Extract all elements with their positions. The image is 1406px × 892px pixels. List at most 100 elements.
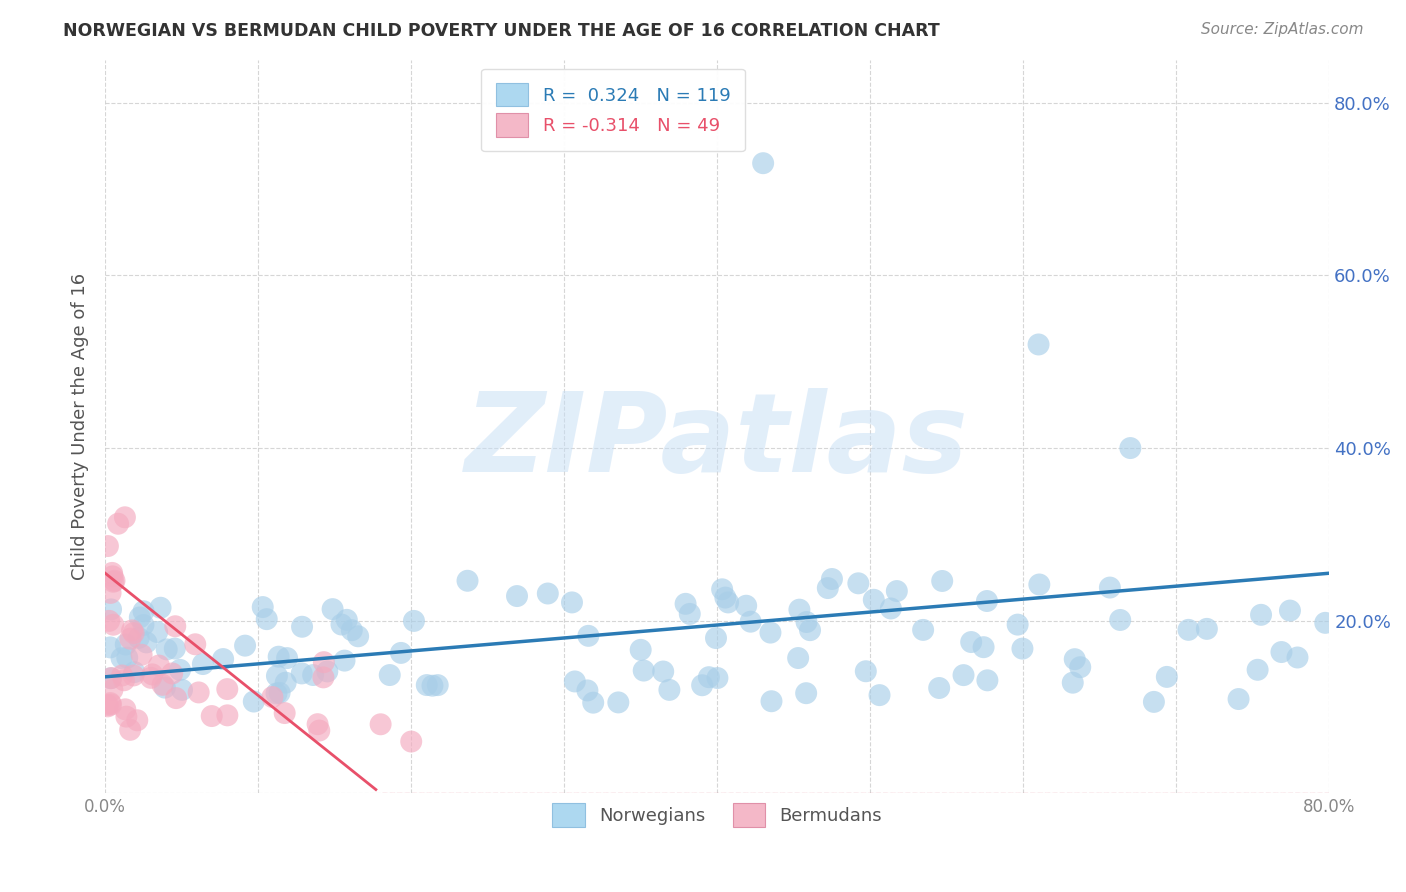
Text: ZIPatlas: ZIPatlas — [465, 388, 969, 495]
Point — [307, 717, 329, 731]
Point — [98, 696, 121, 710]
Point — [1119, 441, 1142, 455]
Point — [690, 678, 713, 692]
Point — [153, 681, 176, 695]
Point — [128, 610, 150, 624]
Point — [276, 651, 298, 665]
Point — [330, 617, 353, 632]
Point — [149, 600, 172, 615]
Point — [187, 685, 209, 699]
Point — [103, 617, 125, 632]
Point — [110, 651, 132, 665]
Point — [98, 640, 121, 655]
Point — [799, 623, 821, 637]
Point — [128, 631, 150, 645]
Point — [266, 686, 288, 700]
Point — [103, 574, 125, 588]
Point — [886, 584, 908, 599]
Point — [1278, 604, 1301, 618]
Point — [633, 664, 655, 678]
Point — [97, 699, 120, 714]
Point — [399, 734, 422, 748]
Point — [697, 670, 720, 684]
Point — [100, 698, 122, 712]
Y-axis label: Child Poverty Under the Age of 16: Child Poverty Under the Age of 16 — [72, 273, 89, 580]
Point — [630, 643, 652, 657]
Point — [97, 539, 120, 553]
Point — [97, 698, 120, 712]
Point — [1286, 650, 1309, 665]
Point — [796, 615, 818, 629]
Point — [855, 665, 877, 679]
Text: NORWEGIAN VS BERMUDAN CHILD POVERTY UNDER THE AGE OF 16 CORRELATION CHART: NORWEGIAN VS BERMUDAN CHILD POVERTY UNDE… — [63, 22, 941, 40]
Point — [1028, 337, 1050, 351]
Point — [1315, 615, 1337, 630]
Point — [880, 601, 903, 615]
Point — [146, 625, 169, 640]
Point — [121, 624, 143, 638]
Point — [111, 668, 134, 682]
Point — [931, 574, 953, 588]
Point — [912, 623, 935, 637]
Point — [322, 602, 344, 616]
Point — [1007, 617, 1029, 632]
Point — [714, 591, 737, 605]
Point — [402, 614, 425, 628]
Point — [114, 510, 136, 524]
Point — [706, 671, 728, 685]
Point — [132, 618, 155, 632]
Point — [127, 713, 149, 727]
Point — [389, 646, 412, 660]
Point — [170, 682, 193, 697]
Point — [169, 663, 191, 677]
Point — [122, 668, 145, 682]
Point — [340, 623, 363, 637]
Point — [658, 682, 681, 697]
Point — [652, 665, 675, 679]
Legend: Norwegians, Bermudans: Norwegians, Bermudans — [543, 795, 891, 836]
Point — [787, 651, 810, 665]
Point — [262, 690, 284, 704]
Point — [704, 631, 727, 645]
Point — [711, 582, 734, 597]
Point — [163, 641, 186, 656]
Point — [422, 679, 444, 693]
Point — [117, 650, 139, 665]
Point — [1177, 623, 1199, 637]
Point — [717, 595, 740, 609]
Point — [132, 604, 155, 618]
Point — [191, 657, 214, 671]
Point — [952, 668, 974, 682]
Point — [347, 629, 370, 643]
Point — [576, 629, 599, 643]
Point — [1195, 622, 1218, 636]
Point — [165, 619, 187, 633]
Point — [312, 655, 335, 669]
Point — [103, 574, 125, 589]
Point — [269, 686, 291, 700]
Point — [100, 671, 122, 685]
Point — [100, 602, 122, 616]
Point — [1028, 577, 1050, 591]
Point — [564, 674, 586, 689]
Point — [107, 516, 129, 531]
Point — [1011, 641, 1033, 656]
Point — [561, 595, 583, 609]
Point — [114, 638, 136, 652]
Point — [139, 671, 162, 685]
Point — [152, 678, 174, 692]
Point — [457, 574, 479, 588]
Point — [101, 566, 124, 580]
Point — [333, 654, 356, 668]
Point — [1062, 675, 1084, 690]
Point — [1227, 692, 1250, 706]
Point — [160, 666, 183, 681]
Point — [101, 682, 124, 697]
Point — [973, 640, 995, 655]
Point — [675, 597, 697, 611]
Point — [976, 673, 998, 688]
Point — [212, 652, 235, 666]
Point — [370, 717, 392, 731]
Point — [846, 576, 869, 591]
Point — [735, 599, 758, 613]
